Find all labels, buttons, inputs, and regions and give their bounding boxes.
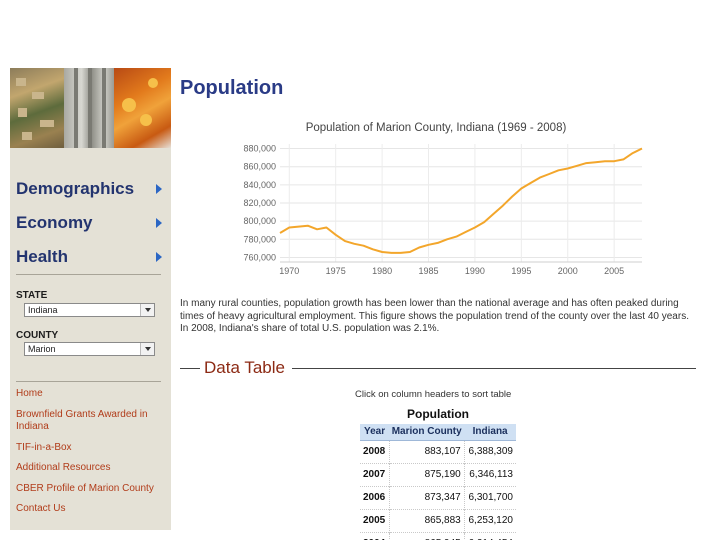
state-label: STATE (16, 290, 48, 301)
y-tick-label: 860,000 (243, 162, 276, 172)
divider (16, 274, 161, 275)
cell-indiana: 6,301,700 (464, 485, 516, 509)
population-chart: Population of Marion County, Indiana (19… (243, 122, 643, 276)
table-row: 2008 883,107 6,388,309 (360, 439, 516, 463)
x-tick-label: 1975 (326, 266, 346, 276)
link-home[interactable]: Home (16, 388, 43, 399)
x-tick-label: 1970 (279, 266, 299, 276)
table-row: 2004 865,945 6,214,454 (360, 531, 516, 540)
y-tick-label: 760,000 (243, 252, 276, 262)
y-tick-label: 800,000 (243, 216, 276, 226)
column-header-marion-county[interactable]: Marion County (389, 424, 465, 441)
table-row: 2006 873,347 6,301,700 (360, 485, 516, 509)
banner-photos (10, 68, 171, 148)
arrow-right-icon (156, 252, 162, 262)
arrow-right-icon (156, 218, 162, 228)
y-tick-label: 880,000 (243, 144, 276, 154)
arrow-right-icon (156, 184, 162, 194)
page: Demographics Economy Health STATE Indian… (10, 68, 708, 540)
page-title: Population (180, 77, 284, 99)
population-line (279, 147, 643, 254)
cell-marion-county: 865,883 (388, 508, 465, 532)
column-header-indiana[interactable]: Indiana (464, 424, 516, 441)
sidebar-links: Home Brownfield Grants Awarded in Indian… (16, 388, 166, 524)
state-select[interactable]: Indiana (24, 303, 155, 317)
banner-photo-medicine (114, 68, 171, 148)
chart-axes: 760,000 780,000 800,000 820,000 840,000 860,0… (243, 144, 642, 276)
x-tick-label: 1990 (465, 266, 485, 276)
divider (180, 368, 200, 369)
cell-year: 2007 (360, 462, 390, 486)
chart-description: In many rural counties, population growt… (180, 298, 689, 334)
chevron-down-icon (140, 343, 154, 355)
cell-indiana: 6,253,120 (464, 508, 516, 532)
x-tick-label: 1980 (372, 266, 392, 276)
nav-item-demographics[interactable]: Demographics (16, 172, 162, 206)
banner-photo-town (10, 68, 64, 148)
cell-year: 2006 (360, 485, 390, 509)
sidebar: Demographics Economy Health STATE Indian… (10, 68, 171, 530)
population-table: Year Marion County Indiana 2008 883,107 … (360, 424, 516, 540)
chart-series (279, 147, 643, 254)
table-header-row: Year Marion County Indiana (360, 424, 516, 441)
divider (16, 381, 161, 382)
county-select-value: Marion (28, 344, 56, 354)
link-additional-resources[interactable]: Additional Resources (16, 462, 111, 473)
x-tick-label: 2005 (604, 266, 624, 276)
x-tick-label: 1995 (511, 266, 531, 276)
nav-item-label: Demographics (16, 179, 135, 198)
y-tick-label: 840,000 (243, 180, 276, 190)
link-cber-profile[interactable]: CBER Profile of Marion County (16, 482, 154, 494)
cell-indiana: 6,214,454 (464, 531, 516, 540)
nav-item-health[interactable]: Health (16, 240, 162, 274)
link-tif-in-a-box[interactable]: TIF-in-a-Box (16, 441, 72, 453)
cell-indiana: 6,388,309 (464, 439, 516, 463)
cell-marion-county: 865,945 (388, 531, 465, 540)
cell-indiana: 6,346,113 (464, 462, 516, 486)
cell-year: 2004 (360, 531, 390, 540)
state-select-value: Indiana (28, 305, 58, 315)
cell-marion-county: 883,107 (388, 439, 465, 463)
link-brownfield-grants[interactable]: Brownfield Grants Awarded in Indiana (16, 408, 148, 433)
divider (292, 368, 696, 369)
chart-title: Population of Marion County, Indiana (19… (306, 122, 567, 134)
banner-photo-columns (64, 68, 114, 148)
y-tick-label: 820,000 (243, 198, 276, 208)
cell-year: 2005 (360, 508, 390, 532)
chevron-down-icon (140, 304, 154, 316)
chart-grid (280, 144, 642, 262)
column-header-year[interactable]: Year (360, 424, 390, 441)
data-table-heading: Data Table (200, 358, 289, 378)
x-tick-label: 1985 (418, 266, 438, 276)
sort-hint: Click on column headers to sort table (355, 389, 512, 400)
link-contact-us[interactable]: Contact Us (16, 503, 66, 514)
table-row: 2007 875,190 6,346,113 (360, 462, 516, 486)
county-label: COUNTY (16, 330, 59, 341)
main-nav: Demographics Economy Health (16, 172, 162, 274)
nav-item-label: Health (16, 247, 68, 266)
nav-item-economy[interactable]: Economy (16, 206, 162, 240)
cell-year: 2008 (360, 439, 390, 463)
nav-item-label: Economy (16, 213, 93, 232)
cell-marion-county: 875,190 (388, 462, 465, 486)
county-select[interactable]: Marion (24, 342, 155, 356)
cell-marion-county: 873,347 (388, 485, 465, 509)
table-title: Population (407, 407, 469, 421)
y-tick-label: 780,000 (243, 234, 276, 244)
x-tick-label: 2000 (558, 266, 578, 276)
table-row: 2005 865,883 6,253,120 (360, 508, 516, 532)
